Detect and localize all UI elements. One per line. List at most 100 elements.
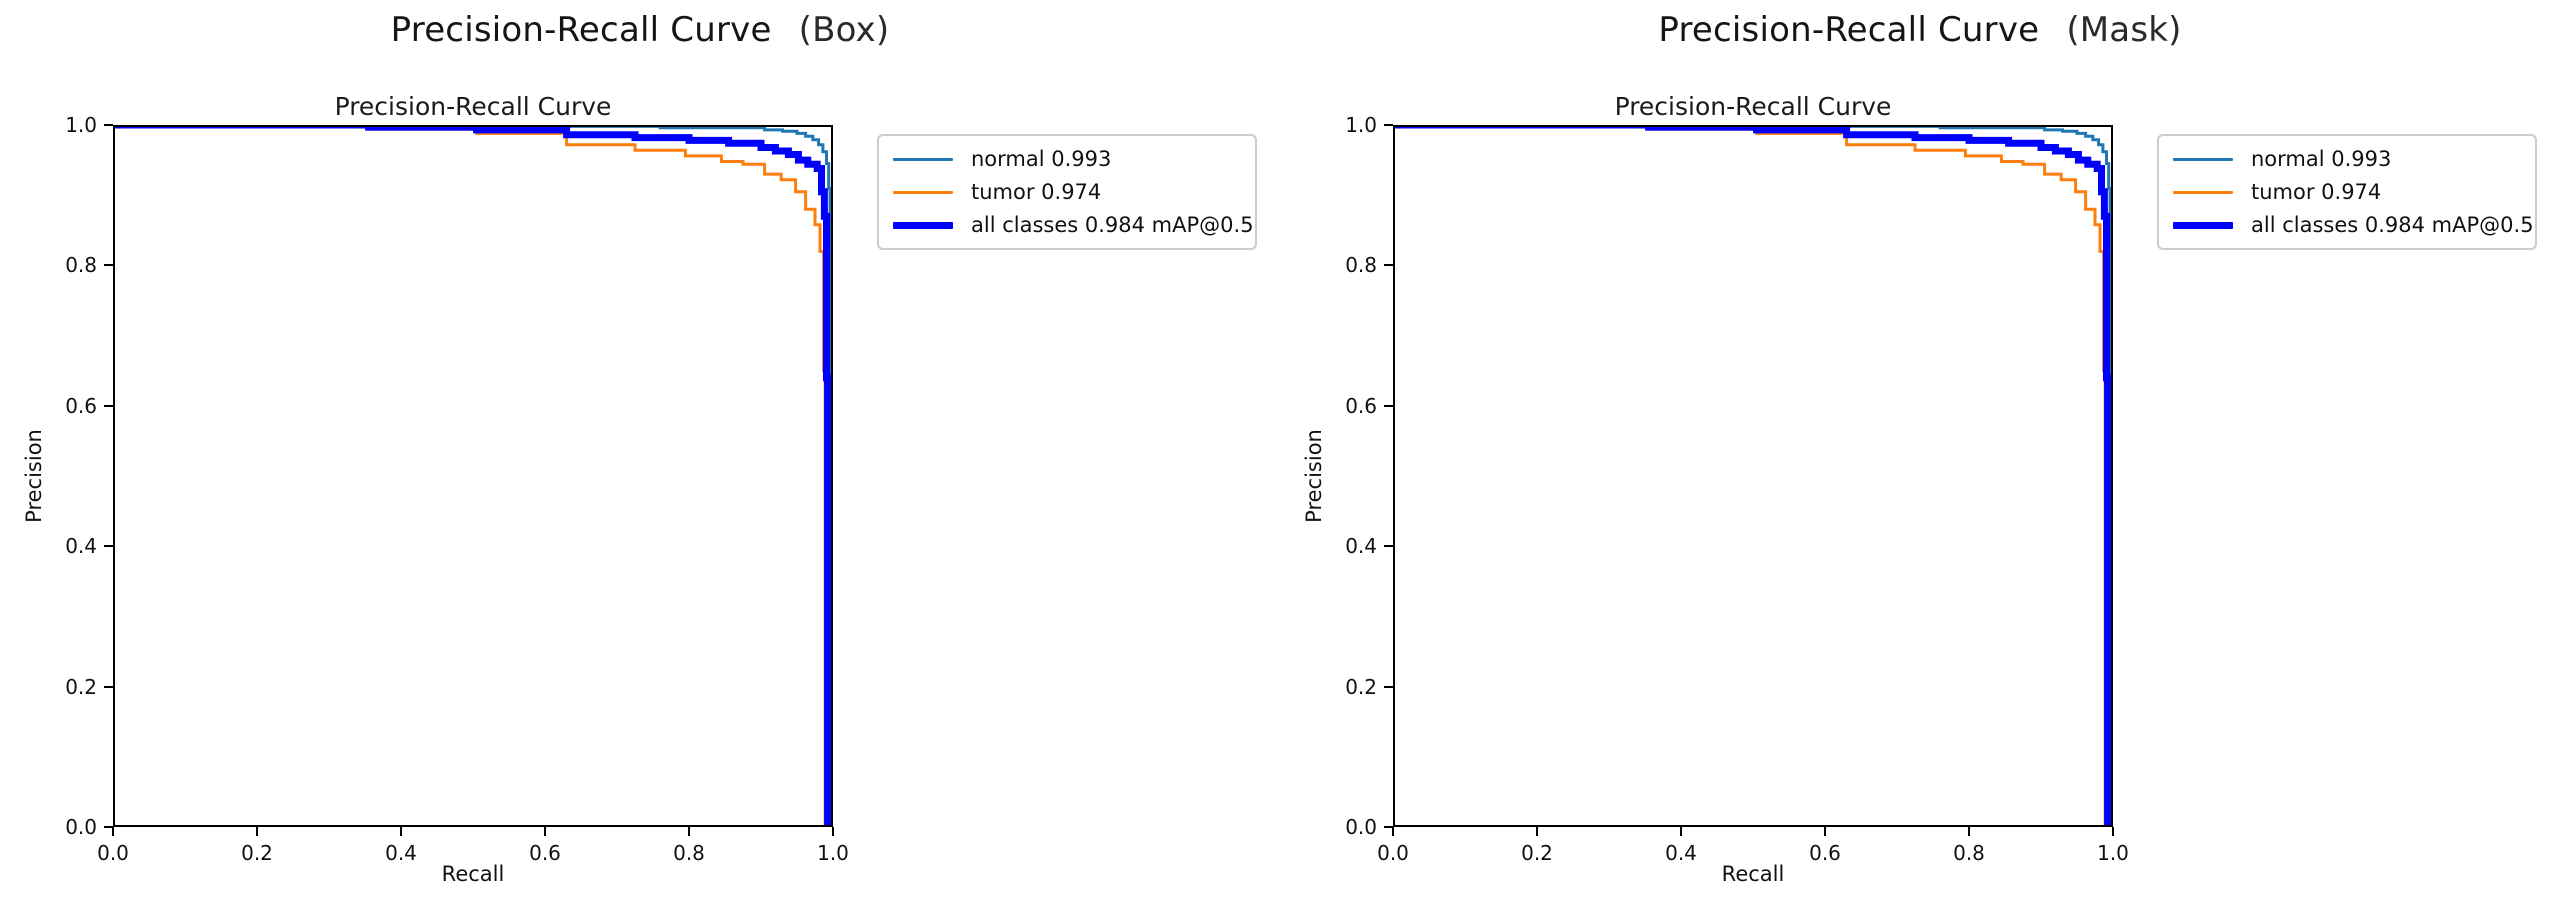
legend-row-all-classes: all classes 0.984 mAP@0.5 (893, 213, 1254, 237)
axes-title: Precision-Recall Curve (334, 92, 612, 121)
figure-suptitle-variant: (Box) (798, 10, 890, 50)
legend-box: normal 0.993 tumor 0.974 all classes 0.984… (2157, 134, 2537, 250)
y-tick-label: 0.8 (1345, 253, 1377, 278)
legend-row-normal: normal 0.993 (893, 147, 1241, 171)
axes-spine-right (2111, 125, 2113, 827)
x-tick-label: 0.2 (1521, 841, 1553, 865)
y-tick-label: 0.2 (65, 674, 97, 699)
y-tick-label: 0.2 (1345, 674, 1377, 699)
pr-curves-plot (113, 125, 832, 827)
x-tick-mark (2112, 827, 2114, 836)
axes-spine-left (113, 125, 115, 827)
figure-suptitle-variant: (Mask) (2066, 10, 2182, 50)
x-tick-label: 0.2 (241, 841, 273, 865)
y-tick-label: 1.0 (1345, 113, 1377, 137)
legend-label: tumor 0.974 (971, 180, 1102, 204)
pr-curve-all-classes (113, 125, 832, 827)
y-tick-label: 0.6 (65, 393, 97, 418)
axes-box: 0.0 0.2 0.4 0.6 0.8 1.0 0.0 0.2 0.4 0.6 0.8 1.0 (65, 113, 849, 865)
pr-curve-tumor (1393, 125, 2107, 827)
y-axis-label: Precision (22, 429, 46, 523)
axes-box: 0.0 0.2 0.4 0.6 0.8 1.0 0.0 0.2 0.4 0.6 0.8 1.0 (1345, 113, 2129, 865)
y-tick-label: 0.6 (1345, 393, 1377, 418)
y-tick-label: 0.0 (1345, 815, 1377, 839)
x-tick-mark (112, 827, 114, 836)
x-tick-mark (1968, 827, 1970, 836)
y-tick-label: 0.0 (65, 815, 97, 839)
x-tick-mark (1536, 827, 1538, 836)
figure-suptitle: Precision-Recall Curve (Box) (0, 10, 1280, 50)
legend-row-normal: normal 0.993 (2173, 147, 2521, 171)
x-tick-mark (544, 827, 546, 836)
legend-line-swatch (893, 221, 953, 229)
y-tick-mark (1384, 124, 1393, 126)
figure-suptitle-text: Precision-Recall Curve (390, 10, 772, 50)
x-tick-mark (1392, 827, 1394, 836)
pr-curve-normal (1393, 125, 2112, 827)
x-tick-label: 0.4 (1665, 841, 1697, 865)
x-tick-label: 0.4 (385, 841, 417, 865)
x-axis-label: Recall (1721, 862, 1785, 886)
legend-label: all classes 0.984 mAP@0.5 (2251, 213, 2534, 237)
x-tick-label: 0.0 (1377, 841, 1409, 865)
legend-line-swatch (893, 157, 953, 161)
pr-curve-tumor (113, 125, 827, 827)
figure-suptitle-text: Precision-Recall Curve (1658, 10, 2040, 50)
y-tick-label: 1.0 (65, 113, 97, 137)
legend-line-swatch (893, 190, 953, 194)
x-tick-label: 1.0 (2097, 841, 2129, 865)
y-tick-label: 0.4 (1345, 534, 1377, 559)
pr-curve-all-classes (1393, 125, 2112, 827)
axes-spine-top (113, 125, 833, 127)
x-tick-label: 0.8 (1953, 841, 1985, 865)
y-tick-mark (104, 545, 113, 548)
x-tick-mark (832, 827, 834, 836)
x-tick-mark (1824, 827, 1826, 836)
y-tick-mark (104, 826, 113, 828)
axes-spine-right (831, 125, 833, 827)
legend-label: tumor 0.974 (2251, 180, 2382, 204)
x-axis-label: Recall (441, 862, 505, 886)
legend-line-swatch (2173, 190, 2233, 194)
y-tick-label: 0.4 (65, 534, 97, 559)
axes-spine-bottom (113, 825, 833, 827)
y-tick-mark (104, 264, 113, 267)
x-tick-mark (256, 827, 258, 836)
legend-box: normal 0.993 tumor 0.974 all classes 0.984… (877, 134, 1257, 250)
axes-spine-top (1393, 125, 2113, 127)
x-tick-label: 0.8 (673, 841, 705, 865)
legend-row-all-classes: all classes 0.984 mAP@0.5 (2173, 213, 2534, 237)
pr-curves-plot (1393, 125, 2112, 827)
legend-label: normal 0.993 (971, 147, 1112, 171)
y-tick-mark (1384, 685, 1393, 688)
x-tick-label: 1.0 (817, 841, 849, 865)
legend-label: all classes 0.984 mAP@0.5 (971, 213, 1254, 237)
y-tick-mark (104, 124, 113, 126)
x-tick-label: 0.0 (97, 841, 129, 865)
axes-spine-bottom (1393, 825, 2113, 827)
y-tick-mark (104, 404, 113, 407)
legend-line-swatch (2173, 157, 2233, 161)
pr-figure-box: Precision-Recall Curve (Box) Precision-R… (0, 10, 1280, 886)
pr-curve-normal (113, 125, 832, 827)
y-tick-mark (1384, 826, 1393, 828)
legend-row-tumor: tumor 0.974 (893, 180, 1241, 204)
x-tick-label: 0.6 (529, 841, 561, 865)
y-tick-label: 0.8 (65, 253, 97, 278)
x-tick-mark (400, 827, 402, 836)
legend-line-swatch (2173, 221, 2233, 229)
pr-figure-mask: Precision-Recall Curve (Mask) Precision-… (1280, 0, 2560, 915)
y-tick-mark (1384, 264, 1393, 267)
legend-row-tumor: tumor 0.974 (2173, 180, 2521, 204)
axes-title: Precision-Recall Curve (1614, 92, 1892, 121)
y-tick-mark (1384, 545, 1393, 548)
y-tick-mark (104, 685, 113, 688)
y-tick-mark (1384, 404, 1393, 407)
x-tick-label: 0.6 (1809, 841, 1841, 865)
x-tick-mark (688, 827, 690, 836)
y-axis-label: Precision (1302, 429, 1326, 523)
x-tick-mark (1680, 827, 1682, 836)
legend-label: normal 0.993 (2251, 147, 2392, 171)
figure-suptitle: Precision-Recall Curve (Mask) (1280, 10, 2560, 50)
axes-spine-left (1393, 125, 1395, 827)
